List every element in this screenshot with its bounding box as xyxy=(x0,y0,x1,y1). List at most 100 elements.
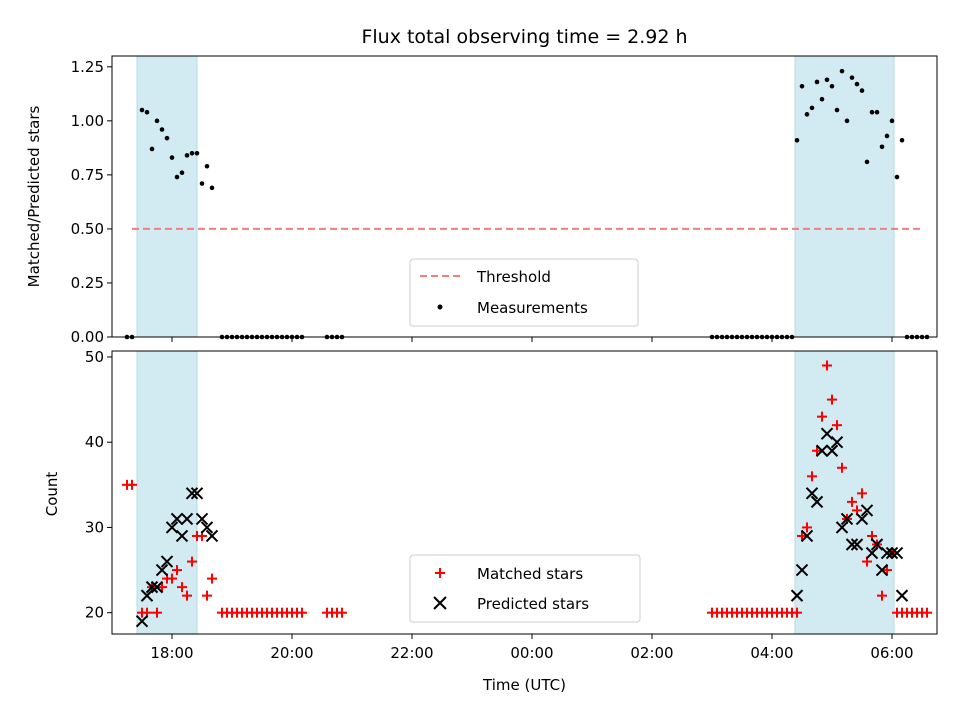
predicted-star-point xyxy=(180,512,194,526)
measurement-point xyxy=(194,150,200,156)
x-stroke xyxy=(140,589,154,602)
matched-star-point xyxy=(187,556,197,567)
matched-star-point xyxy=(877,590,887,601)
x-stroke xyxy=(815,444,829,457)
predicted-star-point xyxy=(860,504,874,517)
y-tick-label: 20 xyxy=(85,604,104,622)
x-stroke xyxy=(830,436,844,449)
shaded-interval-1 xyxy=(136,55,198,338)
measurement-point xyxy=(189,150,195,156)
measurement-point xyxy=(149,146,155,152)
predicted-star-point xyxy=(835,521,849,534)
x-stroke xyxy=(790,589,804,602)
predicted-star-point xyxy=(205,529,219,543)
predicted-star-point xyxy=(165,521,179,534)
matched-star-point xyxy=(207,573,217,584)
measurement-point xyxy=(864,159,870,165)
predicted-star-point xyxy=(790,589,804,602)
predicted-star-point xyxy=(190,487,204,500)
x-stroke xyxy=(890,546,904,560)
matched-star-point xyxy=(127,479,137,490)
measurement-point xyxy=(889,118,895,124)
matched-star-point xyxy=(837,462,847,473)
matched-star-point xyxy=(167,573,177,584)
measurement-point xyxy=(879,144,885,150)
measurement-point xyxy=(799,83,805,89)
matched-star-point xyxy=(802,522,812,533)
legend-predicted-label: Predicted stars xyxy=(477,595,589,613)
y-tick-label: 30 xyxy=(85,518,104,536)
predicted-star-point xyxy=(145,580,159,594)
x-stroke xyxy=(170,512,184,526)
predicted-star-point xyxy=(135,615,149,628)
predicted-star-point xyxy=(830,436,844,449)
bottom-legend-box xyxy=(409,554,641,623)
legend-predicted-swatch xyxy=(433,596,447,610)
x-stroke xyxy=(165,521,179,534)
matched-star-point xyxy=(177,582,187,593)
predicted-star-point xyxy=(885,546,899,560)
y-tick-label: 0.25 xyxy=(71,274,104,292)
measurement-point xyxy=(179,170,185,176)
top-y-axis-label: Matched/Predicted stars xyxy=(25,106,43,288)
count-panel: 20 30 40 50 18:00 20:00 22:00 00:00 02:00 04:00 06… xyxy=(85,348,938,662)
measurement-point xyxy=(869,109,875,115)
measurement-point xyxy=(814,79,820,85)
matched-star-point xyxy=(797,530,807,541)
predicted-star-point xyxy=(825,444,839,457)
predicted-star-point xyxy=(810,495,824,509)
measurement-point xyxy=(849,75,855,80)
measurement-point xyxy=(159,127,165,132)
measurement-point xyxy=(834,107,840,113)
matched-star-point xyxy=(202,590,212,601)
legend-threshold-label: Threshold xyxy=(476,268,551,286)
matched-star-point xyxy=(297,607,307,618)
x-stroke xyxy=(865,546,879,560)
bottom-y-axis-label: Count xyxy=(43,472,61,517)
x-tick-label: 22:00 xyxy=(390,644,433,662)
x-stroke xyxy=(160,555,174,568)
measurement-point xyxy=(199,181,205,186)
y-tick-label: 1.00 xyxy=(71,112,104,130)
x-stroke xyxy=(135,615,149,628)
x-stroke xyxy=(835,521,849,534)
x-stroke xyxy=(175,529,189,543)
matched-star-point xyxy=(182,590,192,601)
measurement-point xyxy=(804,112,810,117)
predicted-star-point xyxy=(195,512,209,526)
predicted-star-point xyxy=(155,563,169,577)
matched-star-point xyxy=(857,488,867,499)
measurement-point xyxy=(844,118,850,124)
y-tick-label: 0.50 xyxy=(71,220,104,238)
predicted-star-point xyxy=(855,512,869,526)
matched-star-point xyxy=(832,420,842,431)
x-tick-label: 02:00 xyxy=(630,644,673,662)
x-stroke xyxy=(195,512,209,526)
x-stroke xyxy=(200,521,214,534)
x-stroke xyxy=(855,512,869,526)
matched-star-point xyxy=(792,607,802,618)
measurement-point xyxy=(794,138,800,143)
shaded-interval-2 xyxy=(794,55,895,338)
matched-star-point xyxy=(157,582,167,593)
predicted-star-point xyxy=(845,538,859,551)
x-stroke xyxy=(840,512,854,526)
predicted-star-point xyxy=(820,427,834,440)
y-tick-label: 50 xyxy=(85,348,104,366)
predicted-star-point xyxy=(895,589,909,602)
predicted-star-point xyxy=(200,521,214,534)
measurement-point xyxy=(204,163,210,169)
bottom-legend: Matched stars Predicted stars xyxy=(409,554,641,623)
matched-star-point xyxy=(922,607,932,618)
x-stroke xyxy=(145,580,159,594)
x-stroke xyxy=(870,538,884,551)
chart-title: Flux total observing time = 2.92 h xyxy=(361,26,687,48)
measurement-point xyxy=(174,174,180,180)
ratio-panel: 0.00 0.25 0.50 0.75 1.00 1.25 xyxy=(71,55,938,346)
x-stroke xyxy=(880,546,894,560)
x-stroke xyxy=(800,529,814,543)
measurement-point xyxy=(874,109,880,115)
measurement-point xyxy=(169,155,175,160)
x-axis-label: Time (UTC) xyxy=(482,676,566,694)
